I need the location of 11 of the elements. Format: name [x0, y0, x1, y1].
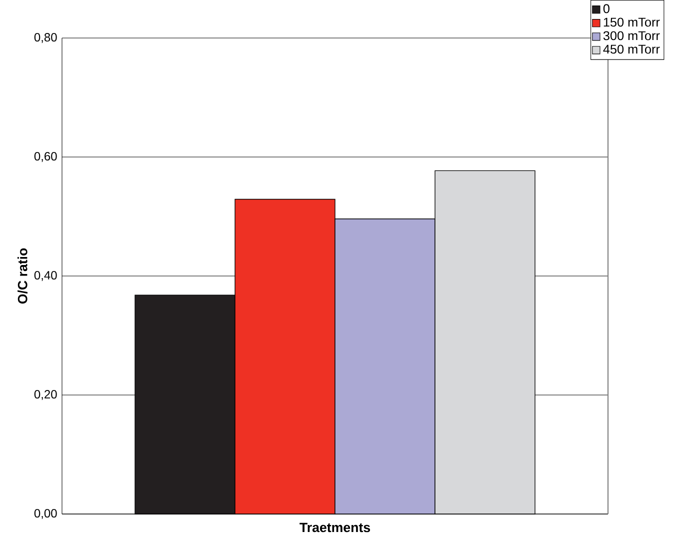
y-tick-label: 0,00: [34, 509, 57, 519]
legend-label: 300 mTorr: [603, 31, 660, 40]
y-tick-label: 0,20: [34, 390, 57, 400]
legend-label: 450 mTorr: [603, 44, 660, 54]
legend-label: 0: [603, 4, 610, 14]
y-axis-title: O/C ratio: [18, 248, 28, 304]
y-tick-label: 0,60: [34, 152, 57, 162]
legend-label: 150 mTorr: [604, 18, 660, 27]
y-tick-label: 0,80: [34, 33, 57, 43]
x-axis-title: Traetments: [300, 522, 370, 532]
y-tick-label: 0,40: [34, 271, 57, 281]
